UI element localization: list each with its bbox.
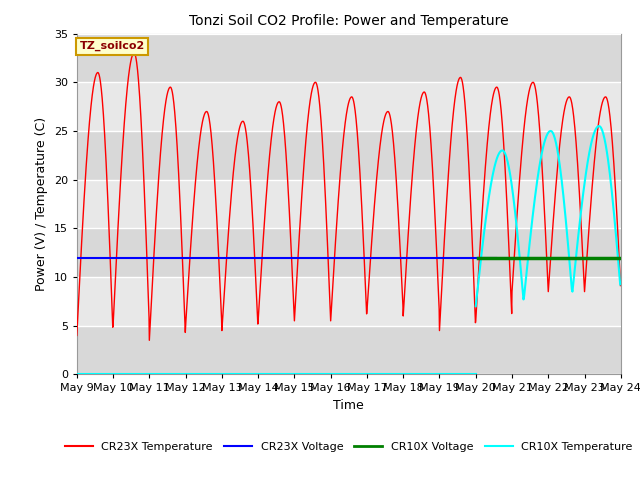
Bar [77, 326, 621, 374]
Bar [77, 131, 621, 180]
Text: TZ_soilco2: TZ_soilco2 [79, 41, 145, 51]
Y-axis label: Power (V) / Temperature (C): Power (V) / Temperature (C) [35, 117, 48, 291]
Title: Tonzi Soil CO2 Profile: Power and Temperature: Tonzi Soil CO2 Profile: Power and Temper… [189, 14, 509, 28]
Legend: CR23X Temperature, CR23X Voltage, CR10X Voltage, CR10X Temperature: CR23X Temperature, CR23X Voltage, CR10X … [60, 438, 637, 457]
Bar [77, 228, 621, 277]
Bar [77, 34, 621, 82]
X-axis label: Time: Time [333, 399, 364, 412]
